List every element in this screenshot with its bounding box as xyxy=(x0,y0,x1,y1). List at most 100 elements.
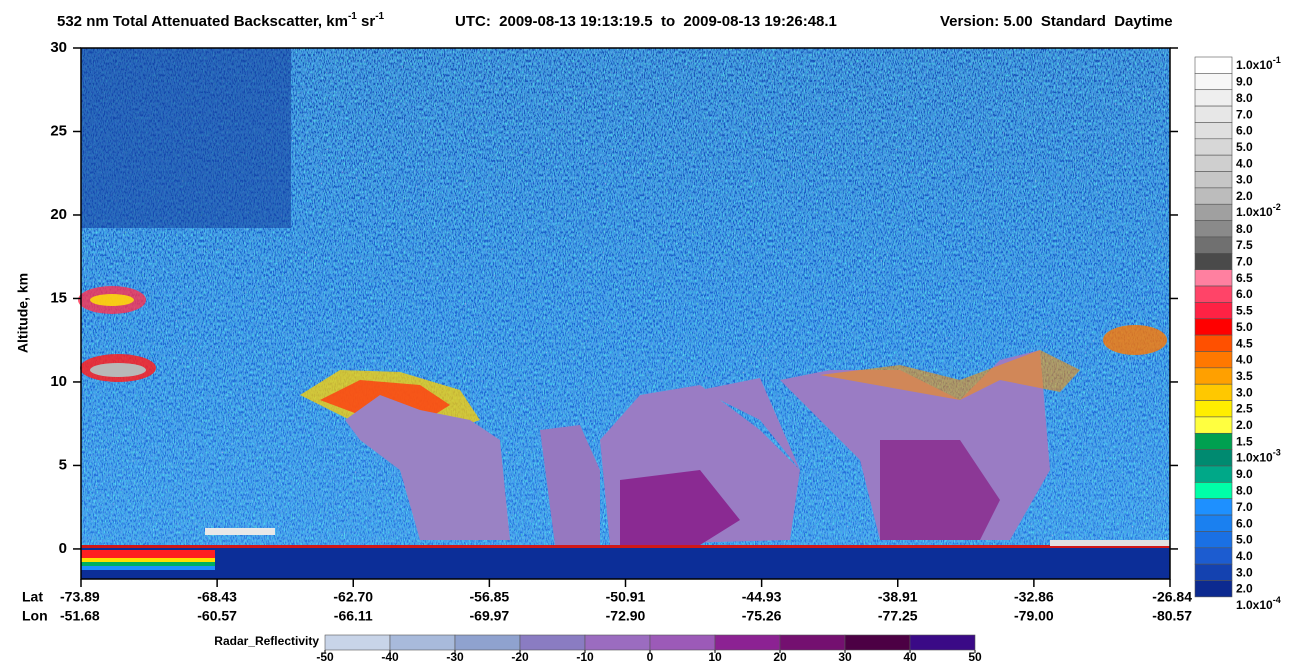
lat-label: -32.86 xyxy=(1014,589,1054,605)
lat-label: -62.70 xyxy=(333,589,373,605)
title-sup: -1 xyxy=(375,11,384,22)
colorbar-swatch xyxy=(1194,122,1233,140)
colorbar-swatch xyxy=(1194,318,1233,336)
lat-label: -44.93 xyxy=(742,589,782,605)
radar-swatch xyxy=(714,634,781,651)
colorbar-swatch xyxy=(1194,269,1233,287)
lon-label: -77.25 xyxy=(878,608,918,624)
colorbar-label: 6.5 xyxy=(1236,271,1253,285)
colorbar-label: 9.0 xyxy=(1236,467,1253,481)
colorbar-swatch xyxy=(1194,351,1233,369)
colorbar-label: 3.5 xyxy=(1236,369,1253,383)
colorbar-label: 5.0 xyxy=(1236,320,1253,334)
colorbar-swatch xyxy=(1194,154,1233,172)
colorbar-label-base: 1.0x10 xyxy=(1236,58,1273,72)
colorbar-label: 5.0 xyxy=(1236,140,1253,154)
radar-swatch xyxy=(519,634,586,651)
y-tick-label: 10 xyxy=(50,373,67,390)
radar-tick-label: 50 xyxy=(968,650,982,664)
y-tick-label: 25 xyxy=(50,122,67,139)
colorbar-swatch xyxy=(1194,383,1233,401)
y-tick-label: 0 xyxy=(59,540,67,557)
radar-tick-label: -30 xyxy=(446,650,464,664)
lon-label: -80.57 xyxy=(1152,608,1192,624)
radar-tick-label: -40 xyxy=(381,650,399,664)
colorbar-label: 3.0 xyxy=(1236,385,1253,399)
colorbar-swatch xyxy=(1194,73,1233,91)
colorbar-label-base: 1.0x10 xyxy=(1236,451,1273,465)
colorbar-label-exp: -1 xyxy=(1273,55,1281,65)
colorbar-swatch xyxy=(1194,449,1233,467)
colorbar-swatch xyxy=(1194,334,1233,352)
colorbar-swatch xyxy=(1194,514,1233,532)
colorbar-label: 5.5 xyxy=(1236,304,1253,318)
chart-title: 532 nm Total Attenuated Backscatter, km -… xyxy=(57,11,385,30)
colorbar-label: 4.0 xyxy=(1236,156,1253,170)
colorbar-swatch xyxy=(1194,367,1233,385)
colorbar-label-exp: -4 xyxy=(1273,595,1281,605)
colorbar-label: 3.0 xyxy=(1236,173,1253,187)
colorbar-label: 6.0 xyxy=(1236,287,1253,301)
lon-label: -66.11 xyxy=(334,608,373,624)
colorbar-swatch xyxy=(1194,580,1233,598)
colorbar-swatch xyxy=(1194,531,1233,549)
radar-tick-label: 0 xyxy=(647,650,654,664)
colorbar-swatch xyxy=(1194,498,1233,516)
colorbar-label-exp: -2 xyxy=(1273,203,1281,213)
colorbar-label: 2.0 xyxy=(1236,189,1253,203)
colorbar-label-base: 1.0x10 xyxy=(1236,205,1273,219)
lon-label: -72.90 xyxy=(606,608,646,624)
colorbar-swatch xyxy=(1194,482,1233,500)
colorbar-label: 8.0 xyxy=(1236,484,1253,498)
colorbar-label: 1.0x10-3 xyxy=(1236,448,1281,465)
colorbar-label: 6.0 xyxy=(1236,124,1253,138)
colorbar-label: 3.0 xyxy=(1236,565,1253,579)
lat-label: -38.91 xyxy=(878,589,918,605)
radar-tick-label: 20 xyxy=(773,650,787,664)
lat-header: Lat xyxy=(22,589,43,605)
radar-tick-label: 10 xyxy=(708,650,722,664)
colorbar-swatch xyxy=(1194,171,1233,189)
colorbar-swatch xyxy=(1194,563,1233,581)
lat-label: -68.43 xyxy=(197,589,237,605)
radar-tick-label: 40 xyxy=(903,650,917,664)
colorbar-label: 7.0 xyxy=(1236,107,1253,121)
colorbar-label: 1.0x10-2 xyxy=(1236,203,1281,220)
colorbar-label: 1.0x10-4 xyxy=(1236,595,1281,612)
radar-label: Radar_Reflectivity xyxy=(214,634,319,648)
colorbar-swatch xyxy=(1194,465,1233,483)
title-text: 532 nm Total Attenuated Backscatter, km xyxy=(57,13,348,30)
colorbar-label: 9.0 xyxy=(1236,75,1253,89)
colorbar-label: 2.0 xyxy=(1236,418,1253,432)
title-text: sr xyxy=(357,13,376,30)
colorbar-label: 1.5 xyxy=(1236,434,1253,448)
colorbar-label: 1.0x10-1 xyxy=(1236,55,1281,72)
y-tick-label: 5 xyxy=(59,456,67,473)
radar-swatch xyxy=(844,634,911,651)
lat-label: -56.85 xyxy=(470,589,510,605)
colorbar-swatch xyxy=(1194,89,1233,107)
colorbar-label: 4.0 xyxy=(1236,549,1253,563)
radar-tick-label: 30 xyxy=(838,650,852,664)
colorbar-label: 2.5 xyxy=(1236,402,1253,416)
colorbar-label: 5.0 xyxy=(1236,533,1253,547)
colorbar-label-exp: -3 xyxy=(1273,448,1281,458)
lon-label: -79.00 xyxy=(1014,608,1054,624)
radar-swatch xyxy=(649,634,716,651)
colorbar-label: 7.5 xyxy=(1236,238,1253,252)
colorbar-swatch xyxy=(1194,56,1233,74)
colorbar-label: 7.0 xyxy=(1236,254,1253,268)
lon-label: -60.57 xyxy=(197,608,237,624)
lon-label: -69.97 xyxy=(470,608,510,624)
lat-label: -73.89 xyxy=(60,589,100,605)
colorbar-swatch xyxy=(1194,187,1233,205)
colorbar-label: 7.0 xyxy=(1236,500,1253,514)
colorbar-label-base: 1.0x10 xyxy=(1236,598,1273,612)
colorbar-swatch xyxy=(1194,302,1233,320)
radar-swatch xyxy=(909,634,976,651)
colorbar-label: 8.0 xyxy=(1236,91,1253,105)
curtain-image xyxy=(78,48,1170,579)
colorbar-swatch xyxy=(1194,285,1233,303)
colorbar-label: 4.5 xyxy=(1236,336,1253,350)
